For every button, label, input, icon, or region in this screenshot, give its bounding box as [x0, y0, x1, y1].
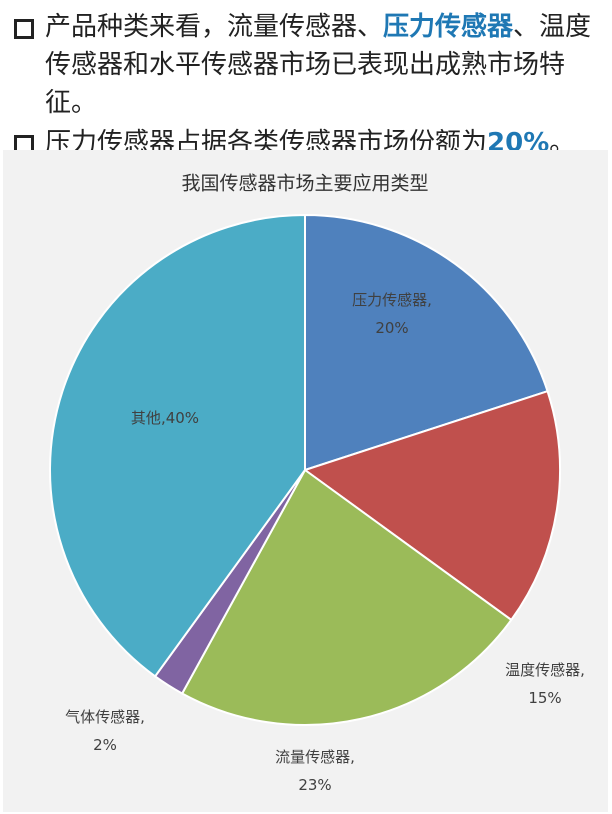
value-label: 2% — [93, 736, 117, 754]
bullet: 产品种类来看，流量传感器、压力传感器、温度传感器和水平传感器市场已表现出成熟市场… — [0, 8, 605, 122]
separator: , — [350, 748, 355, 766]
bullet-list: 产品种类来看，流量传感器、压力传感器、温度传感器和水平传感器市场已表现出成熟市场… — [0, 8, 612, 164]
data-label: 温度传感器, 15% — [505, 661, 585, 707]
category-label: 气体传感器 — [65, 708, 140, 726]
data-label: 流量传感器, 23% — [275, 748, 355, 794]
pie-slice — [302, 389, 561, 622]
value-label: 40% — [166, 409, 199, 427]
bullet-icon — [14, 19, 34, 39]
category-label: 温度传感器 — [505, 661, 580, 679]
value-label: 23% — [298, 776, 331, 794]
data-label: 其他,40% — [131, 409, 199, 427]
separator: , — [580, 661, 585, 679]
separator: , — [427, 291, 432, 309]
separator: , — [161, 409, 166, 427]
bullet-text: 产品种类来看，流量传感器、 — [45, 12, 384, 42]
pie-slice — [49, 213, 306, 678]
data-label: 压力传感器, 20% — [352, 291, 432, 337]
value-label: 20% — [375, 319, 408, 337]
chart-title: 我国传感器市场主要应用类型 — [181, 173, 428, 195]
pie-slice — [180, 468, 513, 726]
data-label: 气体传感器, 2% — [65, 708, 145, 754]
category-label: 流量传感器 — [275, 748, 350, 766]
highlight-text: 压力传感器 — [383, 12, 514, 42]
bullet-text: 、温度传感器和水平传感器市场已表现出成熟市场特征。 — [45, 12, 592, 118]
separator: , — [140, 708, 145, 726]
category-label: 其他 — [131, 409, 161, 427]
value-label: 15% — [528, 689, 561, 707]
pie-slice — [304, 213, 549, 472]
category-label: 压力传感器 — [352, 291, 427, 309]
